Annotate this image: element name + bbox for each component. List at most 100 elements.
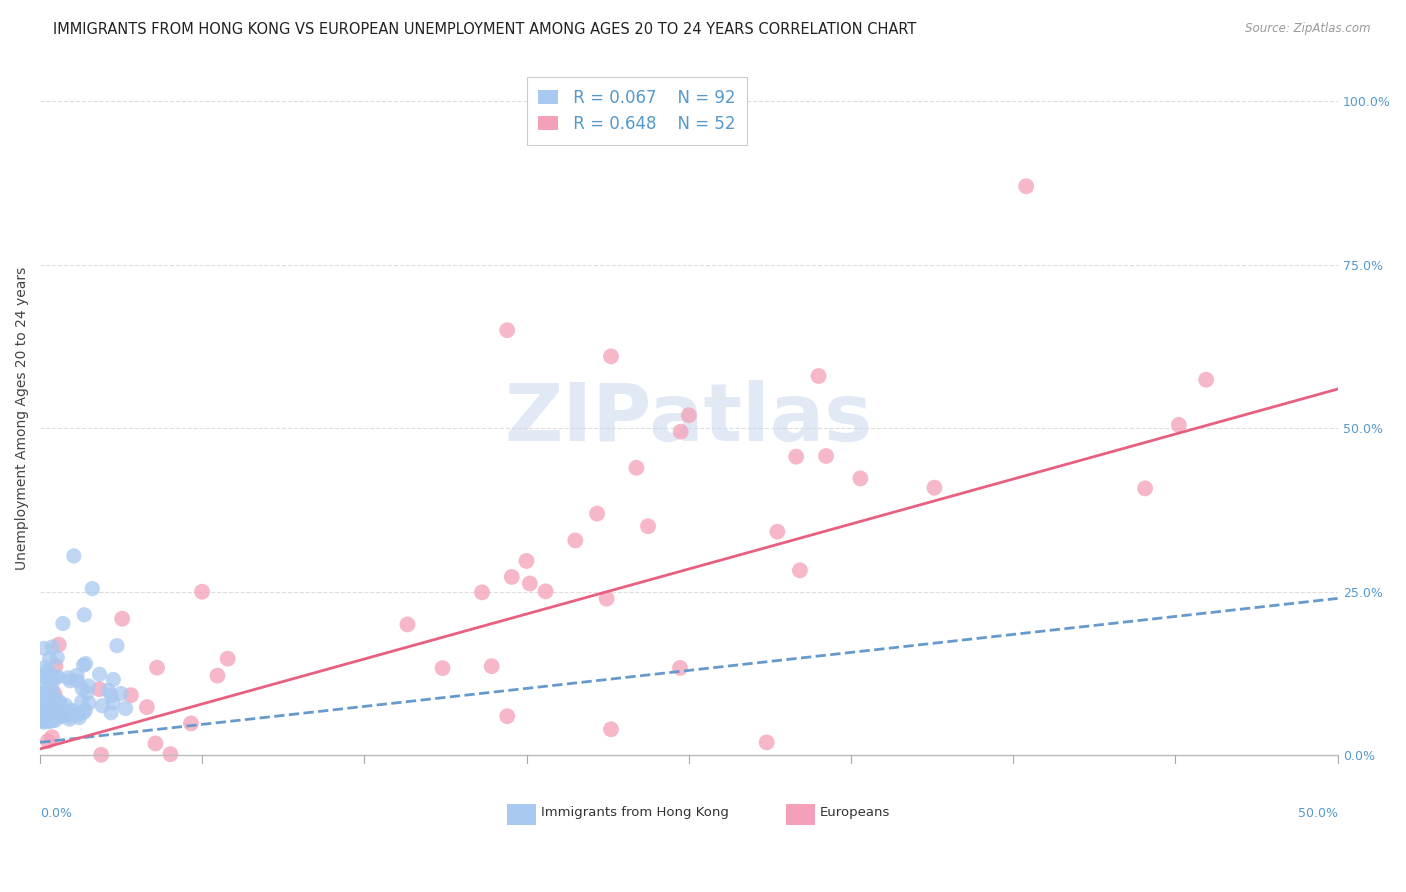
Point: [32, 710, 55, 724]
Point: [38, 706, 60, 720]
Point: [1195, 373, 1218, 387]
Point: [31, 687, 53, 701]
Point: [34, 714, 56, 728]
Point: [60, 704, 83, 718]
Point: [38, 714, 60, 728]
Point: [46, 707, 69, 722]
Point: [49, 697, 72, 711]
Point: [42, 690, 65, 705]
Point: [35, 705, 58, 719]
Point: [39, 674, 62, 689]
Point: [637, 519, 659, 533]
Point: [62, 704, 84, 718]
Point: [519, 576, 541, 591]
Point: [77, 679, 100, 693]
Point: [120, 688, 142, 702]
Point: [77, 696, 100, 710]
Point: [496, 323, 519, 337]
Point: [564, 533, 586, 548]
Text: ZIPatlas: ZIPatlas: [505, 379, 873, 458]
Point: [75, 657, 97, 671]
Point: [31, 712, 53, 726]
Point: [849, 471, 872, 485]
Point: [39, 714, 62, 728]
Point: [58, 709, 80, 723]
Point: [37, 681, 59, 696]
Point: [37, 714, 59, 729]
Point: [207, 668, 229, 682]
Point: [59, 673, 82, 688]
Point: [67, 710, 90, 724]
Point: [48, 694, 70, 708]
Point: [669, 661, 692, 675]
Point: [103, 673, 125, 687]
Point: [66, 668, 89, 682]
Point: [76, 686, 98, 700]
Point: [145, 736, 167, 750]
Point: [35, 706, 58, 721]
Point: [600, 350, 623, 364]
Point: [32, 669, 55, 683]
Text: 50.0%: 50.0%: [1298, 807, 1337, 820]
Bar: [786, 804, 814, 824]
Point: [114, 701, 136, 715]
Point: [515, 554, 537, 568]
Point: [31, 711, 53, 725]
Point: [785, 450, 807, 464]
Point: [807, 369, 830, 384]
Point: [39, 703, 62, 717]
Point: [46, 650, 69, 665]
Point: [1167, 417, 1189, 432]
Text: 0.0%: 0.0%: [41, 807, 72, 820]
Point: [32, 715, 55, 730]
Point: [66, 674, 89, 689]
Point: [45, 671, 67, 685]
Point: [39, 710, 62, 724]
Point: [49, 708, 72, 723]
Point: [44, 659, 66, 673]
Text: Immigrants from Hong Kong: Immigrants from Hong Kong: [541, 806, 728, 819]
Point: [146, 660, 169, 674]
Point: [432, 661, 454, 675]
Point: [37, 690, 59, 705]
Point: [49, 708, 72, 723]
Point: [1133, 482, 1156, 496]
Point: [39, 668, 62, 682]
Point: [626, 460, 648, 475]
Point: [44, 714, 66, 728]
Point: [396, 617, 419, 632]
Point: [41, 640, 63, 654]
Point: [73, 607, 96, 622]
Point: [97, 683, 120, 698]
Point: [501, 570, 523, 584]
Point: [755, 735, 778, 749]
Point: [180, 716, 202, 731]
Point: [31, 714, 53, 728]
Point: [38, 706, 60, 721]
Point: [35, 709, 58, 723]
Point: [90, 747, 112, 762]
Point: [34, 670, 56, 684]
Point: [41, 713, 63, 727]
Point: [31, 714, 53, 728]
Point: [924, 481, 946, 495]
Point: [111, 612, 134, 626]
Point: [100, 689, 122, 703]
Point: [66, 707, 89, 722]
Point: [52, 616, 75, 631]
Point: [678, 409, 700, 423]
Point: [75, 703, 97, 717]
Point: [39, 692, 62, 706]
Point: [105, 639, 128, 653]
Point: [32, 706, 55, 720]
Legend:  R = 0.067    N = 92,  R = 0.648    N = 52: R = 0.067 N = 92, R = 0.648 N = 52: [526, 77, 748, 145]
Point: [44, 694, 66, 708]
Point: [42, 709, 65, 723]
Point: [496, 709, 519, 723]
Point: [89, 667, 111, 681]
Point: [41, 730, 63, 744]
Text: Europeans: Europeans: [820, 806, 890, 819]
Point: [31, 681, 53, 696]
Point: [72, 658, 94, 673]
Point: [37, 664, 59, 678]
